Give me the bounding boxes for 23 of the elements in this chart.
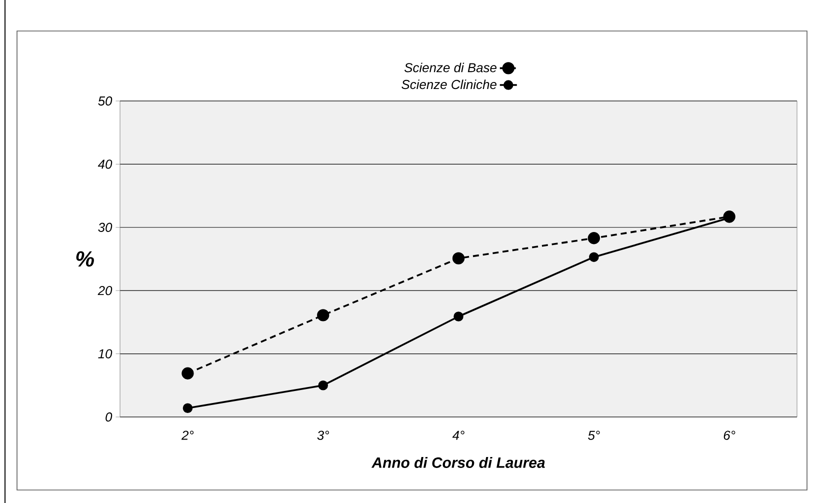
point [182,403,193,414]
y-tick-label: 30 [98,222,112,232]
point [454,312,464,322]
x-tick-label: 6° [724,430,736,440]
point [588,232,600,244]
y-tick-label: 10 [98,349,112,358]
y-tick-label: 40 [98,160,112,169]
point [318,380,328,390]
y-tick-label: 50 [98,96,112,106]
x-tick-label: 4° [452,430,464,440]
y-tick-label: 0 [106,412,112,422]
y-tick-label: 20 [98,286,112,296]
x-tick-label: 5° [588,430,600,440]
legend-label: Scienze Cliniche [402,80,496,90]
point [452,252,465,264]
point [317,309,330,322]
point [182,367,194,380]
x-axis-title: Anno di Corso di Laurea [371,456,545,468]
point [589,252,599,262]
x-tick-label: 2° [181,430,194,440]
legend-label: Scienze di Base [404,62,496,72]
x-tick-label: 3° [317,430,329,440]
y-axis-title: % [76,251,94,267]
